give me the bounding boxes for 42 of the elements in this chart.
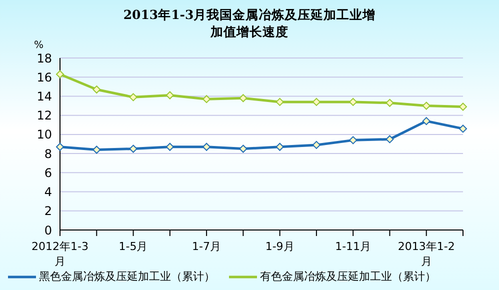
- point: [92, 146, 101, 154]
- point: [239, 144, 248, 153]
- point: [386, 135, 394, 144]
- y-tick-label: 10: [36, 128, 52, 142]
- y-tick-label: 16: [36, 70, 52, 84]
- point: [459, 124, 467, 133]
- y-tick-label: 6: [44, 166, 52, 180]
- y-tick-label: 12: [36, 108, 52, 123]
- point: [129, 144, 138, 153]
- y-tick-label: 4: [44, 185, 52, 200]
- y-tick-label: 18: [36, 51, 52, 66]
- x-tick-label: 1-5月: [118, 240, 148, 253]
- point: [202, 95, 211, 104]
- y-tick-label: 2: [44, 204, 52, 218]
- point: [56, 142, 64, 151]
- point: [166, 91, 174, 100]
- point: [386, 98, 394, 107]
- y-tick-label: 8: [44, 146, 52, 161]
- point: [459, 102, 467, 111]
- point: [349, 98, 358, 106]
- x-tick-label: 1-11月: [335, 240, 372, 253]
- x-tick-label: 1-7月: [192, 240, 222, 253]
- point: [239, 94, 248, 102]
- chart-title: 2013年1-3月我国金属冶炼及压延加工业增加值增长速度: [122, 6, 377, 40]
- legend-label: 黑色金属冶炼及压延加工业（累计）: [38, 269, 215, 284]
- point: [202, 142, 211, 151]
- y-tick-label: 0: [44, 223, 52, 238]
- y-tick-label: 14: [36, 89, 52, 104]
- legend-label: 有色金属冶炼及压延加工业（累计）: [259, 269, 436, 284]
- point: [92, 86, 101, 94]
- point: [129, 93, 138, 102]
- point: [56, 70, 64, 78]
- x-tick-label: 1-9月: [265, 240, 294, 253]
- point: [166, 142, 174, 151]
- point: [276, 98, 284, 106]
- point: [349, 136, 358, 144]
- point: [276, 142, 284, 151]
- y-axis-title: %: [34, 40, 44, 51]
- point: [422, 117, 430, 126]
- point: [422, 102, 430, 110]
- point: [312, 140, 320, 149]
- point: [312, 98, 320, 106]
